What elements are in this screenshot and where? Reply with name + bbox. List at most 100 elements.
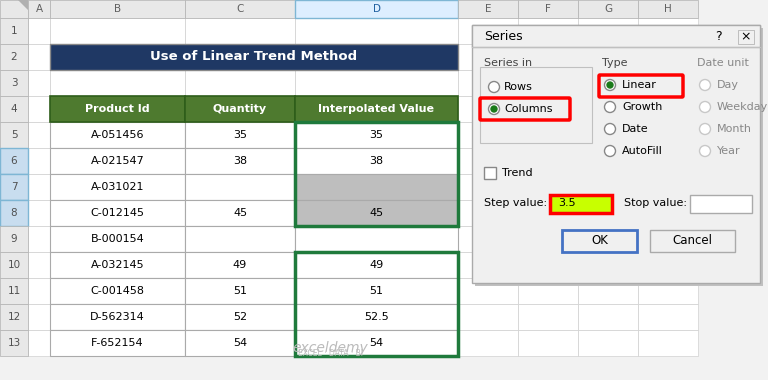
Bar — [295, 122, 458, 226]
Bar — [295, 252, 458, 278]
Text: 54: 54 — [233, 338, 247, 348]
Bar — [578, 252, 638, 278]
Bar — [50, 122, 185, 148]
Text: C: C — [237, 4, 243, 14]
Text: 9: 9 — [11, 234, 18, 244]
Bar — [578, 278, 638, 304]
Bar — [185, 330, 295, 356]
Bar — [295, 226, 458, 252]
Circle shape — [700, 146, 710, 157]
Bar — [578, 18, 638, 44]
Bar — [50, 148, 185, 174]
Bar — [578, 0, 638, 18]
Bar — [28, 122, 50, 148]
Text: ×: × — [741, 30, 751, 43]
Bar — [295, 122, 458, 148]
Bar — [578, 200, 638, 226]
Bar — [185, 148, 295, 174]
FancyBboxPatch shape — [599, 75, 683, 97]
Bar — [185, 278, 295, 304]
Bar — [185, 44, 295, 70]
Bar — [50, 70, 185, 96]
Bar — [738, 30, 754, 44]
Bar — [295, 278, 458, 304]
Text: OK: OK — [591, 234, 608, 247]
Bar — [638, 200, 698, 226]
Bar — [28, 278, 50, 304]
Bar — [295, 18, 458, 44]
Text: 3.5: 3.5 — [558, 198, 576, 208]
Bar — [472, 25, 760, 283]
Bar — [518, 96, 578, 122]
Bar — [0, 252, 28, 278]
Bar — [295, 278, 458, 304]
Bar — [638, 122, 698, 148]
Bar — [50, 174, 185, 200]
Circle shape — [700, 124, 710, 135]
Bar — [295, 174, 458, 200]
Bar — [472, 25, 760, 47]
Text: 49: 49 — [369, 260, 384, 270]
Text: Weekday: Weekday — [717, 102, 768, 112]
Text: 7: 7 — [11, 182, 18, 192]
Text: 45: 45 — [233, 208, 247, 218]
Bar — [638, 226, 698, 252]
Bar — [295, 252, 458, 356]
Bar — [28, 18, 50, 44]
Bar — [638, 148, 698, 174]
Bar — [185, 122, 295, 148]
Text: 2: 2 — [11, 52, 18, 62]
Bar — [185, 0, 295, 18]
Bar — [518, 304, 578, 330]
Bar — [295, 304, 458, 330]
Text: Growth: Growth — [622, 102, 662, 112]
Text: Year: Year — [717, 146, 740, 156]
Bar — [50, 44, 458, 70]
Text: 5: 5 — [11, 130, 18, 140]
Bar — [50, 226, 185, 252]
Bar — [28, 226, 50, 252]
Bar — [50, 0, 185, 18]
Bar — [50, 330, 185, 356]
Bar — [185, 148, 295, 174]
Bar — [28, 330, 50, 356]
Text: 12: 12 — [8, 312, 21, 322]
Bar — [458, 226, 518, 252]
Text: A-021547: A-021547 — [91, 156, 144, 166]
Bar — [518, 148, 578, 174]
Bar — [185, 330, 295, 356]
Text: Product Id: Product Id — [85, 104, 150, 114]
Bar — [638, 278, 698, 304]
Bar — [50, 304, 185, 330]
Bar — [185, 18, 295, 44]
Bar — [50, 278, 185, 304]
Bar — [578, 122, 638, 148]
Text: 13: 13 — [8, 338, 21, 348]
Bar — [0, 278, 28, 304]
Bar — [458, 18, 518, 44]
Bar — [295, 44, 458, 70]
Bar — [50, 44, 185, 70]
Text: 10: 10 — [8, 260, 21, 270]
Text: C-012145: C-012145 — [91, 208, 144, 218]
Text: A-032145: A-032145 — [91, 260, 144, 270]
Text: 35: 35 — [233, 130, 247, 140]
Bar — [295, 330, 458, 356]
Bar — [50, 148, 185, 174]
Text: A: A — [35, 4, 42, 14]
Bar — [562, 230, 637, 252]
Bar — [28, 44, 50, 70]
Bar — [638, 44, 698, 70]
Bar — [458, 330, 518, 356]
Bar — [0, 96, 28, 122]
Bar — [295, 304, 458, 330]
Bar — [518, 122, 578, 148]
Bar — [518, 0, 578, 18]
Bar — [295, 252, 458, 278]
Bar — [295, 330, 458, 356]
Bar — [650, 230, 735, 252]
Bar — [295, 70, 458, 96]
Bar — [185, 200, 295, 226]
Circle shape — [700, 79, 710, 90]
Circle shape — [604, 146, 615, 157]
